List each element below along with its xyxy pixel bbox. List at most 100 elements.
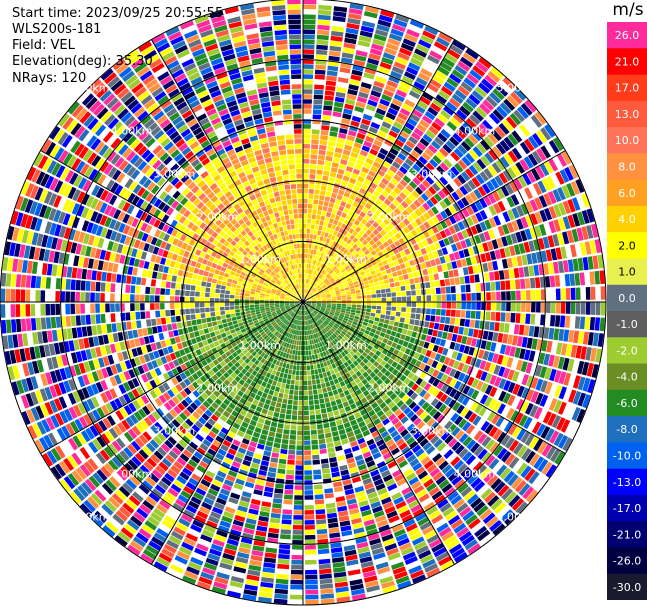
velocity-gate bbox=[433, 41, 448, 52]
velocity-gate bbox=[442, 506, 455, 517]
velocity-gate bbox=[432, 155, 442, 165]
velocity-gate bbox=[416, 434, 426, 444]
velocity-gate bbox=[394, 316, 400, 322]
velocity-gate bbox=[462, 451, 473, 462]
velocity-gate bbox=[423, 414, 432, 424]
velocity-gate bbox=[491, 129, 502, 142]
velocity-gate bbox=[546, 302, 551, 313]
velocity-gate bbox=[298, 390, 303, 396]
velocity-gate bbox=[406, 330, 413, 337]
velocity-gate bbox=[417, 196, 425, 205]
velocity-gate bbox=[500, 509, 514, 522]
velocity-gate bbox=[493, 364, 501, 375]
velocity-gate bbox=[443, 357, 451, 366]
velocity-gate bbox=[429, 467, 441, 478]
velocity-gate bbox=[595, 348, 602, 363]
velocity-gate bbox=[303, 54, 314, 59]
velocity-gate bbox=[316, 297, 321, 299]
velocity-gate bbox=[337, 342, 342, 347]
velocity-gate bbox=[348, 282, 354, 287]
velocity-gate bbox=[335, 372, 341, 378]
velocity-gate bbox=[331, 318, 337, 323]
velocity-gate bbox=[424, 25, 439, 36]
velocity-gate bbox=[330, 426, 338, 432]
velocity-gate bbox=[320, 335, 325, 341]
velocity-gate bbox=[319, 336, 323, 342]
velocity-gate bbox=[365, 354, 372, 361]
velocity-gate bbox=[379, 266, 386, 272]
velocity-gate bbox=[267, 532, 279, 539]
velocity-gate bbox=[534, 211, 543, 224]
velocity-gate bbox=[423, 254, 430, 262]
velocity-gate bbox=[431, 45, 445, 56]
velocity-gate bbox=[358, 154, 367, 162]
velocity-gate bbox=[354, 219, 361, 226]
velocity-gate bbox=[494, 126, 506, 138]
velocity-gate bbox=[333, 315, 339, 320]
velocity-gate bbox=[405, 523, 418, 532]
velocity-gate bbox=[456, 109, 468, 120]
velocity-gate bbox=[375, 309, 381, 314]
velocity-gate bbox=[342, 343, 348, 349]
velocity-gate bbox=[486, 292, 491, 301]
velocity-gate bbox=[389, 243, 397, 250]
velocity-gate bbox=[546, 340, 553, 353]
velocity-gate bbox=[451, 351, 458, 360]
velocity-gate bbox=[365, 243, 372, 249]
velocity-gate bbox=[284, 484, 294, 490]
velocity-gate bbox=[414, 277, 420, 284]
velocity-gate bbox=[276, 568, 289, 575]
velocity-gate bbox=[587, 379, 596, 394]
velocity-gate bbox=[452, 360, 460, 370]
velocity-gate bbox=[406, 232, 414, 240]
velocity-gate bbox=[333, 378, 339, 385]
velocity-gate bbox=[317, 164, 324, 170]
velocity-gate bbox=[411, 265, 417, 272]
velocity-gate bbox=[326, 299, 332, 301]
velocity-gate bbox=[401, 353, 409, 361]
velocity-gate bbox=[558, 202, 567, 216]
velocity-gate bbox=[339, 128, 348, 135]
velocity-gate bbox=[319, 310, 324, 314]
velocity-gate bbox=[304, 525, 315, 530]
velocity-gate bbox=[492, 429, 503, 441]
velocity-gate bbox=[304, 430, 310, 436]
velocity-gate bbox=[478, 123, 490, 135]
velocity-gate bbox=[386, 134, 396, 143]
velocity-gate bbox=[600, 302, 606, 316]
velocity-gate bbox=[351, 69, 363, 77]
velocity-gate bbox=[275, 578, 289, 585]
velocity-gate bbox=[398, 213, 406, 221]
velocity-gate bbox=[371, 43, 384, 52]
velocity-gate bbox=[456, 199, 465, 210]
velocity-gate bbox=[431, 302, 437, 308]
velocity-gate bbox=[393, 396, 401, 404]
velocity-gate bbox=[502, 211, 511, 223]
velocity-gate bbox=[314, 399, 320, 405]
velocity-gate bbox=[507, 382, 516, 393]
velocity-gate bbox=[303, 29, 316, 35]
velocity-gate bbox=[557, 187, 566, 201]
velocity-gate bbox=[313, 265, 317, 271]
velocity-gate bbox=[311, 379, 316, 385]
velocity-gate bbox=[455, 188, 464, 199]
velocity-gate bbox=[491, 413, 501, 425]
velocity-gate bbox=[422, 133, 433, 143]
velocity-gate bbox=[492, 401, 502, 412]
velocity-gate bbox=[597, 254, 604, 269]
velocity-gate bbox=[348, 344, 354, 350]
velocity-gate bbox=[313, 229, 318, 235]
velocity-gate bbox=[357, 249, 364, 256]
velocity-gate bbox=[417, 470, 429, 480]
velocity-gate bbox=[491, 291, 496, 301]
velocity-gate bbox=[444, 317, 451, 324]
velocity-gate bbox=[372, 236, 379, 243]
velocity-gate bbox=[439, 279, 446, 287]
velocity-gate bbox=[331, 295, 336, 298]
velocity-gate bbox=[320, 283, 325, 287]
velocity-gate bbox=[270, 512, 281, 519]
velocity-gate bbox=[377, 130, 387, 138]
velocity-gate bbox=[394, 408, 402, 417]
velocity-gate bbox=[335, 226, 341, 232]
velocity-gate bbox=[307, 284, 310, 289]
